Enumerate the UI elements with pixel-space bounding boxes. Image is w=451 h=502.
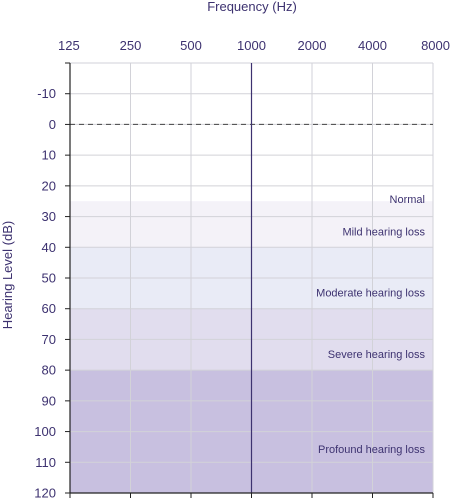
y-tick-label: 40 — [42, 240, 56, 255]
y-tick-label: 50 — [42, 271, 56, 286]
band-label: Normal — [390, 194, 425, 206]
axes — [65, 62, 434, 498]
y-tick-label: 110 — [35, 455, 56, 470]
y-tick-label: 120 — [34, 486, 56, 501]
band-labels: Normal Mild hearing loss Moderate hearing … — [316, 194, 425, 456]
x-tick-label: 1000 — [237, 38, 266, 53]
y-tick-labels: -10 0 10 20 30 40 50 60 70 80 90 100 110 120 — [34, 86, 56, 500]
band-label: Severe hearing loss — [328, 349, 426, 361]
x-tick-label: 125 — [58, 38, 80, 53]
y-tick-label: 10 — [42, 148, 56, 163]
y-tick-label: 20 — [42, 178, 56, 193]
x-tick-label: 250 — [120, 38, 142, 53]
x-tick-label: 8000 — [421, 38, 450, 53]
band-label: Moderate hearing loss — [316, 288, 425, 300]
y-tick-label: 70 — [42, 332, 56, 347]
band-label: Profound hearing loss — [318, 444, 426, 456]
x-tick-label: 2000 — [298, 38, 327, 53]
y-tick-label: 90 — [42, 393, 56, 408]
y-tick-label: -10 — [37, 86, 56, 101]
x-tick-label: 4000 — [358, 38, 387, 53]
x-tick-label: 500 — [180, 38, 202, 53]
band-label: Mild hearing loss — [342, 226, 425, 238]
reference-lines — [70, 63, 433, 493]
x-tick-labels: 125 250 500 1000 2000 4000 8000 — [58, 38, 450, 53]
y-tick-label: 60 — [42, 301, 56, 316]
y-tick-label: 30 — [42, 209, 56, 224]
y-axis-title: Hearing Level (dB) — [0, 221, 15, 329]
x-axis-title: Frequency (Hz) — [207, 0, 297, 14]
y-tick-label: 80 — [42, 363, 56, 378]
y-tick-label: 0 — [49, 117, 56, 132]
y-tick-label: 100 — [34, 424, 56, 439]
